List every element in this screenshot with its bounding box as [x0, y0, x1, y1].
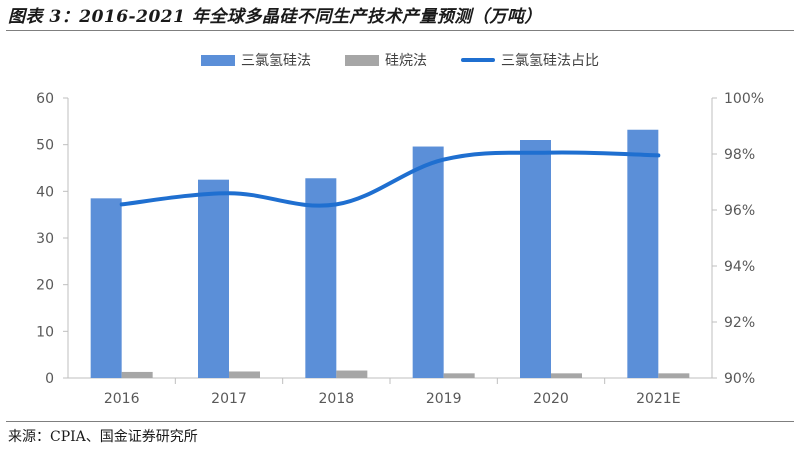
bar-硅烷法-2020 — [551, 373, 582, 378]
left-tick-label: 20 — [36, 278, 54, 294]
bar-三氯氢硅法-2021E — [627, 129, 659, 378]
right-tick-label: 96% — [724, 203, 755, 219]
left-tick-label: 10 — [36, 324, 54, 340]
legend-item-series-2: 三氯氢硅法占比 — [461, 50, 599, 70]
right-tick-label: 92% — [724, 315, 755, 331]
source-divider — [6, 421, 794, 422]
legend-label-series-0: 三氯氢硅法 — [241, 53, 311, 69]
title-divider — [6, 30, 794, 31]
legend-swatch-series-1 — [345, 54, 379, 66]
right-tick-label: 90% — [724, 371, 755, 387]
bar-三氯氢硅法-2019 — [412, 146, 444, 378]
legend-swatch-series-2 — [461, 58, 495, 62]
x-tick-label: 2018 — [319, 391, 355, 407]
bar-硅烷法-2017 — [229, 371, 260, 378]
legend-item-series-1: 硅烷法 — [345, 50, 427, 70]
left-tick-label: 60 — [36, 91, 54, 107]
source-note: 来源：CPIA、国金证券研究所 — [8, 429, 198, 445]
line-三氯氢硅法占比 — [119, 150, 661, 208]
legend-label-series-1: 硅烷法 — [385, 53, 427, 69]
x-tick-label: 2020 — [533, 391, 569, 407]
legend-label-series-2: 三氯氢硅法占比 — [501, 53, 599, 69]
bar-三氯氢硅法-2018 — [305, 178, 337, 378]
bar-三氯氢硅法-2017 — [198, 179, 229, 378]
x-tick-label: 2019 — [426, 391, 462, 407]
legend-item-series-0: 三氯氢硅法 — [201, 50, 311, 70]
right-tick-label: 100% — [724, 91, 764, 107]
x-tick-label: 2016 — [104, 391, 140, 407]
left-tick-label: 50 — [36, 138, 54, 154]
bar-硅烷法-2018 — [336, 370, 368, 378]
left-tick-label: 40 — [36, 184, 54, 200]
chart-legend: 三氯氢硅法 硅烷法 三氯氢硅法占比 — [0, 50, 800, 70]
right-tick-label: 98% — [724, 147, 755, 163]
x-tick-label: 2017 — [211, 391, 247, 407]
left-tick-label: 30 — [36, 231, 54, 247]
bar-硅烷法-2016 — [121, 371, 153, 378]
bar-硅烷法-2021E — [658, 373, 690, 378]
figure-title: 图表 3：2016-2021 年全球多晶硅不同生产技术产量预测（万吨） — [8, 7, 542, 27]
bar-三氯氢硅法-2020 — [520, 140, 551, 378]
left-tick-label: 0 — [45, 371, 54, 387]
x-tick-label: 2021E — [636, 391, 680, 407]
bar-三氯氢硅法-2016 — [90, 198, 122, 378]
legend-swatch-series-0 — [201, 54, 235, 66]
right-tick-label: 94% — [724, 259, 755, 275]
bar-硅烷法-2019 — [443, 373, 475, 378]
